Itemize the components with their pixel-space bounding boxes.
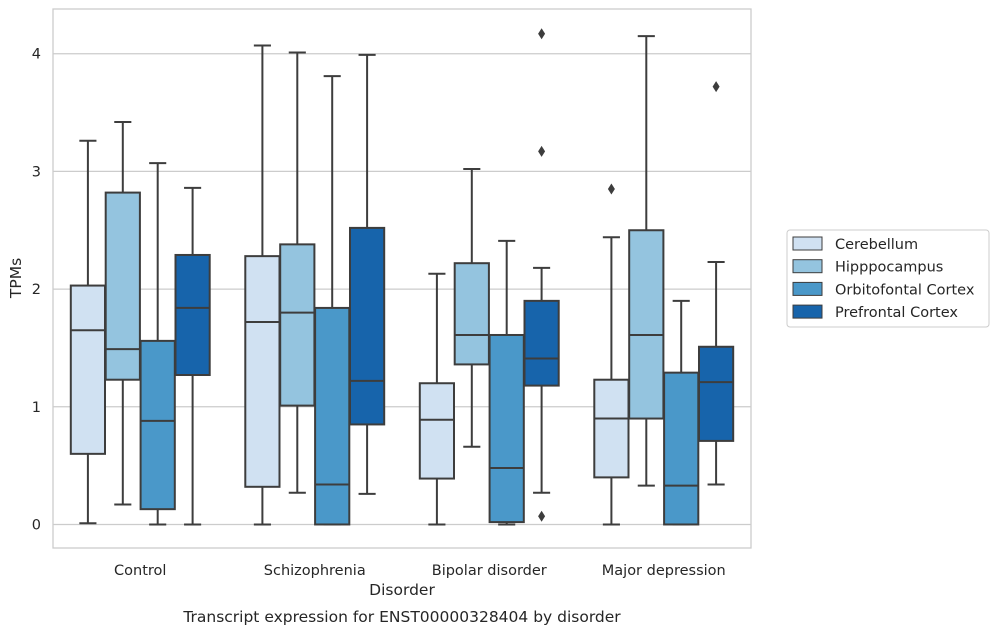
legend-swatch-3 [792, 304, 823, 319]
x-tick-0: Control [114, 563, 166, 579]
x-tick-2: Bipolar disorder [432, 563, 547, 579]
box-body [104, 191, 141, 381]
box-body [314, 306, 351, 526]
outlier-0 [607, 183, 615, 195]
legend-label-0: Cerebellum [835, 237, 918, 253]
box-body [697, 345, 735, 442]
box-3-0 [174, 186, 211, 526]
box-body [628, 229, 665, 420]
y-tick-3: 3 [32, 164, 41, 180]
box-body [453, 262, 490, 366]
legend-label-3: Prefrontal Cortex [835, 305, 958, 321]
box-body [174, 253, 211, 377]
box-body [69, 284, 107, 455]
outlier-1 [538, 145, 546, 157]
box-3-1 [348, 53, 386, 495]
box-2-2 [488, 239, 525, 526]
box-2-3 [663, 299, 700, 526]
box-1-3 [628, 35, 665, 487]
box-0-2 [418, 272, 456, 526]
box-1-0 [104, 120, 141, 506]
x-tick-labels: Control Schizophrenia Bipolar disorder Majo… [114, 563, 726, 579]
legend-label-1: Hipppocampus [835, 260, 943, 276]
box-2-0 [139, 162, 176, 526]
y-tick-labels: 0 1 2 3 4 [32, 47, 41, 534]
y-tick-2: 2 [32, 282, 41, 298]
outlier-2 [538, 28, 546, 40]
box-1-1 [279, 51, 316, 494]
legend-frame [786, 229, 990, 328]
box-0-3 [593, 183, 630, 526]
legend-label-2: Orbitofontal Cortex [835, 282, 975, 298]
box-body [593, 378, 630, 479]
y-tick-4: 4 [32, 47, 41, 63]
x-tick-3: Major depression [602, 563, 726, 579]
chart-caption: Transcript expression for ENST0000032840… [182, 608, 621, 626]
x-axis-title: Disorder [369, 581, 435, 599]
legend-swatch-0 [792, 236, 823, 251]
box-body [279, 243, 316, 407]
box-body [488, 333, 525, 524]
box-3-2 [523, 28, 560, 522]
box-groups [69, 28, 735, 526]
box-1-2 [453, 168, 490, 448]
box-body [244, 255, 281, 488]
box-2-1 [314, 75, 351, 526]
legend-swatch-2 [792, 281, 823, 296]
box-body [523, 299, 560, 387]
y-axis-title: TPMs [7, 258, 25, 299]
legend-swatch-1 [792, 259, 823, 274]
box-0-0 [69, 139, 107, 525]
outlier-0 [538, 510, 546, 522]
box-body [663, 371, 700, 526]
box-body [139, 339, 176, 511]
y-tick-0: 0 [32, 517, 41, 533]
box-3-3 [697, 81, 735, 486]
box-body [418, 382, 456, 480]
x-tick-1: Schizophrenia [264, 563, 366, 579]
y-tick-1: 1 [32, 400, 41, 416]
box-body [348, 226, 386, 426]
outlier-0 [712, 81, 720, 93]
legend: Cerebellum Hipppocampus Orbitofontal Corte… [786, 229, 990, 328]
